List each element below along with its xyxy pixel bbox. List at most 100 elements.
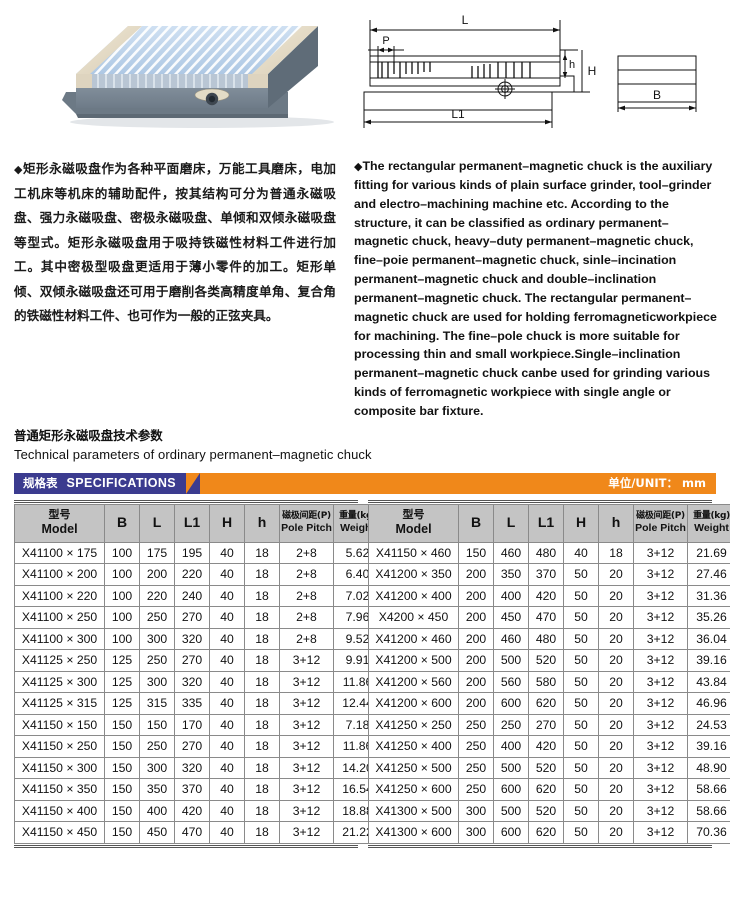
spec-table-right: 型号 Model B L L1 H h 磁极间距(P) Pole Pitch 重… [368,503,730,844]
cell-weight: 70.36 [687,821,730,844]
header-pole-pitch: 磁极间距(P) Pole Pitch [633,503,688,543]
specifications-label-english: SPECIFICATIONS [66,476,177,491]
header-model: 型号 Model [368,503,459,543]
header-model-cn: 型号 [48,508,71,522]
cell-l1: 620 [528,778,564,801]
cell-pole-pitch: 3+12 [279,756,334,780]
cell-l: 200 [139,563,175,586]
cell-h-upper: 40 [209,649,245,672]
table-row: X41100 × 200 100 200 220 40 18 2+8 6.40 [14,563,382,586]
header-pitch-cn: 磁极间距(P) [282,510,331,521]
cell-l: 560 [493,670,529,694]
table-row: X41100 × 220 100 220 240 40 18 2+8 7.02 [14,584,382,608]
header-h-lower: h [598,503,634,543]
table-row: X41150 × 400 150 400 420 40 18 3+12 18.88 [14,799,382,823]
table-row: X41150 × 300 150 300 320 40 18 3+12 14.20 [14,756,382,780]
table-row: X41250 × 600 250 600 620 50 20 3+12 58.66 [368,778,730,801]
cell-weight: 31.36 [687,584,730,608]
cell-model: X41100 × 250 [14,606,105,629]
bullet-diamond-icon-en: ◆ [354,161,363,173]
header-h-upper: H [209,503,245,543]
cell-l1: 420 [528,735,564,758]
cell-model: X41250 × 250 [368,713,459,737]
description-english-text: The rectangular permanent–magnetic chuck… [354,159,717,418]
cell-l1: 220 [174,563,210,586]
cell-pole-pitch: 3+12 [633,563,688,586]
cell-b: 200 [458,584,494,608]
cell-h-upper: 40 [563,541,599,565]
diagram-label-B: B [653,88,661,102]
cell-l1: 480 [528,541,564,565]
cell-weight: 36.04 [687,627,730,651]
cell-model: X41100 × 220 [14,584,105,608]
cell-pole-pitch: 3+12 [279,799,334,823]
cell-b: 150 [458,541,494,565]
cell-h-lower: 20 [598,713,634,737]
cell-h-upper: 50 [563,735,599,758]
media-row: P L L1 [0,0,730,145]
cell-b: 125 [104,649,140,672]
specifications-bar: 规格表 SPECIFICATIONS 单位/UNIT： mm [14,472,716,494]
cell-h-lower: 20 [598,563,634,586]
cell-h-lower: 20 [598,821,634,844]
table-row: X41300 × 600 300 600 620 50 20 3+12 70.36 [368,821,730,844]
header-h-lower: h [244,503,280,543]
cell-b: 125 [104,670,140,694]
header-model-cn: 型号 [402,508,425,522]
cell-h-lower: 20 [598,735,634,758]
section-title-english: Technical parameters of ordinary permane… [14,447,372,463]
cell-pole-pitch: 3+12 [279,670,334,694]
table-row: X41100 × 300 100 300 320 40 18 2+8 9.52 [14,627,382,651]
cell-l: 460 [493,627,529,651]
table-row: X41250 × 250 250 250 270 50 20 3+12 24.53 [368,713,730,737]
cell-h-upper: 50 [563,563,599,586]
cell-h-upper: 50 [563,649,599,672]
header-l: L [493,503,529,543]
cell-l: 450 [139,821,175,844]
table-row: X41150 × 150 150 150 170 40 18 3+12 7.18 [14,713,382,737]
cell-h-lower: 18 [244,563,280,586]
header-pitch-en: Pole Pitch [635,522,686,535]
cell-h-lower: 18 [244,799,280,823]
cell-h-lower: 18 [244,756,280,780]
cell-l: 150 [139,713,175,737]
cell-b: 125 [104,692,140,715]
cell-model: X41150 × 350 [14,778,105,801]
cell-l1: 420 [174,799,210,823]
table-bottom-rule [14,844,358,848]
cell-pole-pitch: 3+12 [279,821,334,844]
section-title-chinese: 普通矩形永磁吸盘技术参数 [14,427,163,443]
cell-model: X41100 × 200 [14,563,105,586]
cell-model: X41100 × 300 [14,627,105,651]
table-row: X41125 × 315 125 315 335 40 18 3+12 12.44 [14,692,382,715]
cell-weight: 58.66 [687,799,730,823]
cell-h-upper: 40 [209,563,245,586]
cell-h-upper: 40 [209,584,245,608]
table-header-row: 型号 Model B L L1 H h 磁极间距(P) Pole Pitch 重… [14,503,382,543]
header-weight: 重量(kg) Weight [687,503,730,543]
cell-h-lower: 18 [244,541,280,565]
cell-h-lower: 18 [244,821,280,844]
cell-b: 100 [104,541,140,565]
cell-l1: 270 [174,735,210,758]
cell-h-upper: 40 [209,756,245,780]
cell-l: 350 [493,563,529,586]
table-row: X41100 × 250 100 250 270 40 18 2+8 7.96 [14,606,382,629]
table-bottom-rule-right [368,844,712,848]
table-row: X41150 × 460 150 460 480 40 18 3+12 21.69 [368,541,730,565]
cell-b: 200 [458,563,494,586]
header-h-upper: H [563,503,599,543]
cell-pole-pitch: 3+12 [633,584,688,608]
cell-h-lower: 20 [598,670,634,694]
cell-b: 150 [104,799,140,823]
cell-model: X41150 × 150 [14,713,105,737]
cell-b: 150 [104,821,140,844]
left-table-body: X41100 × 175 100 175 195 40 18 2+8 5.62 X41100 ×… [14,541,382,844]
cell-h-lower: 18 [244,670,280,694]
cell-l1: 370 [174,778,210,801]
cell-l: 175 [139,541,175,565]
cell-l: 460 [493,541,529,565]
cell-l: 600 [493,692,529,715]
cell-model: X41200 × 600 [368,692,459,715]
cell-h-upper: 50 [563,606,599,629]
